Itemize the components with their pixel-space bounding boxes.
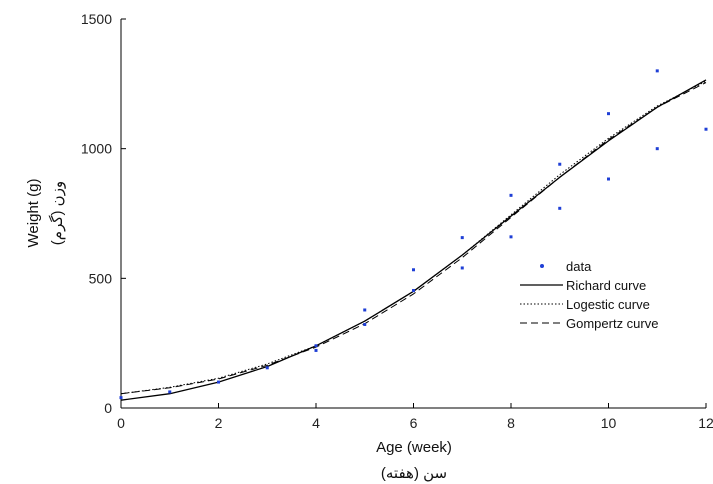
- x-tick-label: 8: [507, 415, 515, 431]
- legend-marker-data: [540, 264, 544, 268]
- y-tick-label: 1000: [81, 141, 112, 157]
- x-tick-label: 0: [117, 415, 125, 431]
- data-point: [265, 366, 269, 370]
- series-richard-curve: [120, 79, 707, 401]
- data-point: [363, 308, 367, 312]
- legend-label-gompertz: Gompertz curve: [566, 316, 658, 331]
- legend-label-data: data: [566, 259, 592, 274]
- y-axis-label-secondary: وزن (گرم): [48, 181, 66, 245]
- series-layer: [120, 79, 707, 401]
- data-point: [119, 396, 123, 400]
- data-point: [314, 344, 318, 348]
- data-point: [607, 177, 610, 181]
- data-point: [314, 348, 318, 352]
- data-point: [704, 127, 708, 131]
- legend-label-logistic: Logestic curve: [566, 297, 650, 312]
- series-logestic-curve: [120, 80, 707, 395]
- y-tick-label: 1500: [81, 11, 112, 27]
- x-axis-ticks: 0 2 4 6 8 10 12: [117, 403, 713, 431]
- data-point: [655, 147, 659, 151]
- data-point: [363, 322, 367, 326]
- x-tick-label: 4: [312, 415, 320, 431]
- x-tick-label: 12: [698, 415, 713, 431]
- data-point: [509, 235, 513, 239]
- data-point: [168, 390, 172, 394]
- y-axis-label: Weight (g): [25, 179, 42, 248]
- legend: data Richard curve Logestic curve Gomper…: [520, 259, 658, 331]
- legend-label-richard: Richard curve: [566, 278, 646, 293]
- x-axis-label: Age (week): [376, 439, 452, 456]
- series-gompertz-curve: [120, 82, 707, 395]
- data-points: [119, 69, 708, 400]
- data-point: [412, 268, 415, 272]
- data-point: [217, 380, 220, 384]
- x-tick-label: 6: [410, 415, 418, 431]
- data-point: [607, 112, 610, 116]
- axes: [120, 19, 706, 409]
- y-tick-label: 0: [104, 400, 112, 416]
- data-point: [460, 266, 464, 270]
- x-axis-label-secondary: سن (هفته): [381, 465, 447, 482]
- data-point: [460, 236, 464, 240]
- x-tick-label: 2: [215, 415, 223, 431]
- y-tick-label: 500: [89, 270, 113, 286]
- data-point: [558, 206, 562, 210]
- data-point: [558, 162, 562, 166]
- y-axis-ticks: 0 500 1000 1500: [81, 11, 126, 416]
- data-point: [509, 193, 513, 197]
- data-point: [412, 289, 415, 293]
- data-point: [655, 69, 659, 73]
- x-tick-label: 10: [601, 415, 617, 431]
